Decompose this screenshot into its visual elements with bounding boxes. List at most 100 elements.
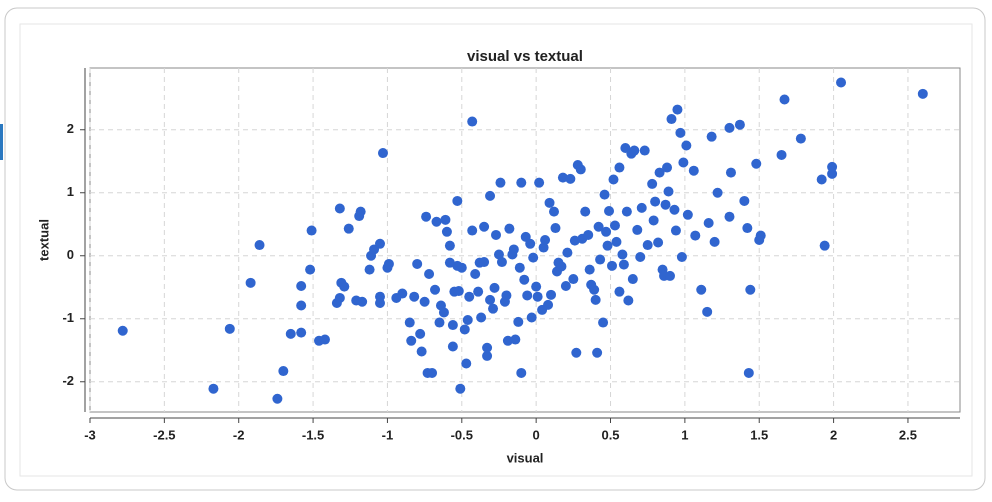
point bbox=[623, 295, 634, 306]
point bbox=[779, 94, 790, 105]
point bbox=[608, 174, 619, 185]
point bbox=[706, 131, 717, 142]
point bbox=[568, 274, 579, 285]
point bbox=[672, 104, 683, 115]
point bbox=[589, 284, 600, 295]
side-indicator bbox=[0, 124, 3, 160]
point bbox=[306, 225, 317, 236]
point bbox=[917, 88, 928, 99]
point bbox=[592, 347, 603, 358]
point bbox=[452, 195, 463, 206]
point bbox=[776, 149, 787, 160]
x-tick-label: -2.5 bbox=[153, 427, 175, 442]
point bbox=[654, 167, 665, 178]
point bbox=[485, 294, 496, 305]
point bbox=[662, 162, 673, 173]
point bbox=[364, 264, 375, 275]
point bbox=[682, 209, 693, 220]
point bbox=[614, 162, 625, 173]
point bbox=[464, 291, 475, 302]
point bbox=[653, 237, 664, 248]
point bbox=[538, 242, 549, 253]
point bbox=[670, 225, 681, 236]
point bbox=[745, 284, 756, 295]
point bbox=[117, 325, 128, 336]
point bbox=[513, 316, 524, 327]
point bbox=[479, 257, 490, 268]
x-tick-label: -3 bbox=[84, 427, 96, 442]
x-tick-label: 2 bbox=[830, 427, 837, 442]
point bbox=[208, 383, 219, 394]
point bbox=[595, 254, 606, 265]
point bbox=[467, 116, 478, 127]
point bbox=[734, 119, 745, 130]
point bbox=[438, 307, 449, 318]
point bbox=[611, 236, 622, 247]
point bbox=[565, 173, 576, 184]
point bbox=[375, 291, 385, 302]
point bbox=[540, 235, 551, 245]
point bbox=[334, 203, 345, 214]
point bbox=[663, 186, 674, 197]
point bbox=[617, 249, 628, 260]
point bbox=[305, 264, 316, 275]
y-axis-label: textual bbox=[36, 219, 51, 261]
point bbox=[482, 350, 493, 361]
point bbox=[688, 165, 699, 176]
point bbox=[510, 334, 521, 345]
point bbox=[724, 211, 735, 222]
point bbox=[502, 335, 513, 346]
point bbox=[636, 202, 647, 213]
point bbox=[522, 290, 533, 301]
point bbox=[278, 366, 289, 377]
y-tick-label: 0 bbox=[67, 247, 74, 262]
point bbox=[489, 282, 500, 293]
point bbox=[557, 172, 568, 183]
point bbox=[415, 328, 426, 339]
point bbox=[485, 190, 496, 201]
point bbox=[743, 367, 754, 378]
point bbox=[534, 177, 545, 188]
point bbox=[575, 164, 586, 175]
x-axis-label: visual bbox=[507, 450, 544, 465]
point bbox=[508, 244, 519, 255]
chart-panel bbox=[19, 23, 973, 477]
x-tick-label: 2.5 bbox=[899, 427, 917, 442]
point bbox=[635, 252, 646, 263]
point bbox=[482, 342, 493, 353]
point bbox=[453, 286, 464, 297]
x-tick-label: 1 bbox=[681, 427, 688, 442]
point bbox=[406, 335, 417, 346]
point bbox=[650, 196, 661, 207]
point bbox=[665, 270, 675, 281]
point bbox=[627, 274, 638, 285]
point bbox=[470, 269, 481, 280]
point bbox=[455, 383, 466, 394]
point bbox=[339, 281, 350, 292]
point bbox=[434, 317, 445, 328]
y-tick-label: 1 bbox=[67, 184, 74, 199]
point bbox=[496, 257, 507, 268]
point bbox=[795, 133, 806, 144]
point bbox=[725, 167, 736, 178]
point bbox=[296, 280, 307, 291]
point bbox=[516, 177, 527, 188]
point bbox=[827, 161, 838, 172]
point bbox=[412, 258, 423, 269]
y-tick-label: 2 bbox=[67, 121, 74, 136]
point bbox=[724, 122, 735, 133]
point bbox=[495, 177, 506, 188]
point bbox=[549, 206, 559, 217]
x-tick-label: -1 bbox=[382, 427, 394, 442]
point bbox=[354, 211, 365, 222]
point bbox=[742, 223, 753, 234]
point bbox=[488, 303, 499, 314]
point bbox=[614, 286, 625, 297]
point bbox=[424, 269, 435, 280]
point bbox=[491, 229, 501, 240]
point bbox=[440, 214, 451, 225]
point bbox=[602, 240, 613, 251]
point bbox=[675, 127, 686, 138]
point bbox=[739, 195, 750, 206]
